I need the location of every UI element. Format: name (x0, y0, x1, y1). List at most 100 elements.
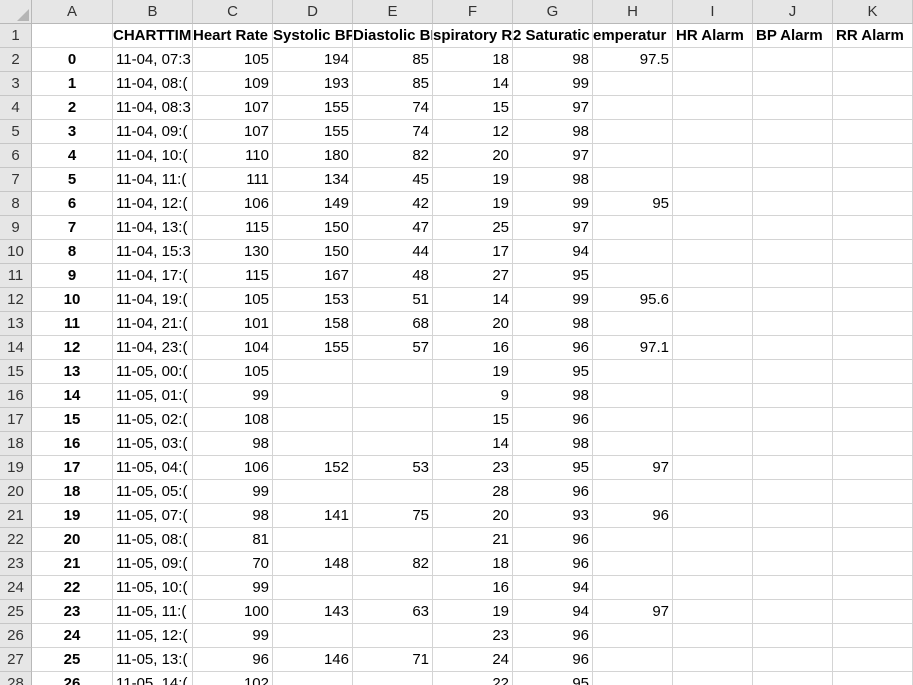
data-cell-j[interactable] (753, 528, 833, 552)
header-cell-b[interactable]: CHARTTIMI (113, 24, 193, 48)
data-cell-a[interactable]: 21 (32, 552, 113, 576)
data-cell-d[interactable]: 152 (273, 456, 353, 480)
data-cell-g[interactable]: 97 (513, 96, 593, 120)
data-cell-h[interactable] (593, 480, 673, 504)
data-cell-a[interactable]: 4 (32, 144, 113, 168)
data-cell-g[interactable]: 96 (513, 648, 593, 672)
data-cell-d[interactable]: 143 (273, 600, 353, 624)
header-cell-h[interactable]: emperatur (593, 24, 673, 48)
data-cell-a[interactable]: 26 (32, 672, 113, 685)
data-cell-f[interactable]: 24 (433, 648, 513, 672)
data-cell-a[interactable]: 6 (32, 192, 113, 216)
data-cell-j[interactable] (753, 600, 833, 624)
data-cell-h[interactable] (593, 384, 673, 408)
row-header[interactable]: 24 (0, 576, 32, 600)
data-cell-f[interactable]: 23 (433, 624, 513, 648)
data-cell-i[interactable] (673, 504, 753, 528)
data-cell-h[interactable]: 97 (593, 456, 673, 480)
data-cell-j[interactable] (753, 264, 833, 288)
row-header[interactable]: 18 (0, 432, 32, 456)
data-cell-a[interactable]: 0 (32, 48, 113, 72)
data-cell-k[interactable] (833, 120, 913, 144)
data-cell-e[interactable] (353, 360, 433, 384)
data-cell-f[interactable]: 16 (433, 336, 513, 360)
data-cell-f[interactable]: 19 (433, 360, 513, 384)
data-cell-i[interactable] (673, 576, 753, 600)
data-cell-a[interactable]: 8 (32, 240, 113, 264)
data-cell-d[interactable]: 148 (273, 552, 353, 576)
header-cell-f[interactable]: spiratory R (433, 24, 513, 48)
data-cell-e[interactable] (353, 672, 433, 685)
data-cell-a[interactable]: 24 (32, 624, 113, 648)
data-cell-e[interactable]: 85 (353, 48, 433, 72)
data-cell-b[interactable]: 11-05, 07:( (113, 504, 193, 528)
data-cell-h[interactable] (593, 96, 673, 120)
data-cell-j[interactable] (753, 216, 833, 240)
data-cell-i[interactable] (673, 120, 753, 144)
data-cell-e[interactable]: 68 (353, 312, 433, 336)
data-cell-k[interactable] (833, 384, 913, 408)
data-cell-c[interactable]: 104 (193, 336, 273, 360)
data-cell-j[interactable] (753, 72, 833, 96)
data-cell-c[interactable]: 107 (193, 120, 273, 144)
data-cell-j[interactable] (753, 96, 833, 120)
data-cell-g[interactable]: 96 (513, 552, 593, 576)
header-cell-j[interactable]: BP Alarm (753, 24, 833, 48)
data-cell-a[interactable]: 23 (32, 600, 113, 624)
data-cell-j[interactable] (753, 240, 833, 264)
data-cell-b[interactable]: 11-04, 19:( (113, 288, 193, 312)
row-header[interactable]: 26 (0, 624, 32, 648)
data-cell-k[interactable] (833, 264, 913, 288)
data-cell-h[interactable] (593, 576, 673, 600)
data-cell-i[interactable] (673, 456, 753, 480)
data-cell-b[interactable]: 11-04, 15:3 (113, 240, 193, 264)
data-cell-h[interactable]: 96 (593, 504, 673, 528)
row-header[interactable]: 10 (0, 240, 32, 264)
row-header[interactable]: 5 (0, 120, 32, 144)
data-cell-e[interactable]: 51 (353, 288, 433, 312)
data-cell-d[interactable]: 155 (273, 336, 353, 360)
data-cell-e[interactable]: 53 (353, 456, 433, 480)
row-header[interactable]: 20 (0, 480, 32, 504)
data-cell-f[interactable]: 18 (433, 552, 513, 576)
data-cell-h[interactable] (593, 528, 673, 552)
data-cell-c[interactable]: 100 (193, 600, 273, 624)
data-cell-h[interactable] (593, 168, 673, 192)
data-cell-g[interactable]: 96 (513, 408, 593, 432)
data-cell-a[interactable]: 25 (32, 648, 113, 672)
data-cell-d[interactable] (273, 576, 353, 600)
data-cell-g[interactable]: 98 (513, 312, 593, 336)
data-cell-f[interactable]: 20 (433, 144, 513, 168)
data-cell-h[interactable]: 95 (593, 192, 673, 216)
data-cell-i[interactable] (673, 336, 753, 360)
data-cell-j[interactable] (753, 384, 833, 408)
data-cell-d[interactable] (273, 432, 353, 456)
data-cell-i[interactable] (673, 312, 753, 336)
data-cell-e[interactable]: 85 (353, 72, 433, 96)
data-cell-a[interactable]: 14 (32, 384, 113, 408)
data-cell-h[interactable]: 97.5 (593, 48, 673, 72)
data-cell-b[interactable]: 11-05, 10:( (113, 576, 193, 600)
data-cell-b[interactable]: 11-04, 23:( (113, 336, 193, 360)
row-header[interactable]: 12 (0, 288, 32, 312)
data-cell-e[interactable]: 82 (353, 552, 433, 576)
data-cell-k[interactable] (833, 144, 913, 168)
data-cell-b[interactable]: 11-04, 13:( (113, 216, 193, 240)
data-cell-f[interactable]: 15 (433, 408, 513, 432)
data-cell-j[interactable] (753, 432, 833, 456)
data-cell-h[interactable] (593, 624, 673, 648)
data-cell-b[interactable]: 11-05, 01:( (113, 384, 193, 408)
data-cell-a[interactable]: 7 (32, 216, 113, 240)
data-cell-c[interactable]: 99 (193, 384, 273, 408)
data-cell-e[interactable]: 47 (353, 216, 433, 240)
data-cell-f[interactable]: 19 (433, 168, 513, 192)
data-cell-f[interactable]: 18 (433, 48, 513, 72)
data-cell-c[interactable]: 102 (193, 672, 273, 685)
data-cell-i[interactable] (673, 624, 753, 648)
data-cell-f[interactable]: 22 (433, 672, 513, 685)
data-cell-c[interactable]: 130 (193, 240, 273, 264)
header-cell-e[interactable]: Diastolic BP (353, 24, 433, 48)
data-cell-e[interactable] (353, 576, 433, 600)
data-cell-b[interactable]: 11-05, 05:( (113, 480, 193, 504)
data-cell-d[interactable] (273, 360, 353, 384)
